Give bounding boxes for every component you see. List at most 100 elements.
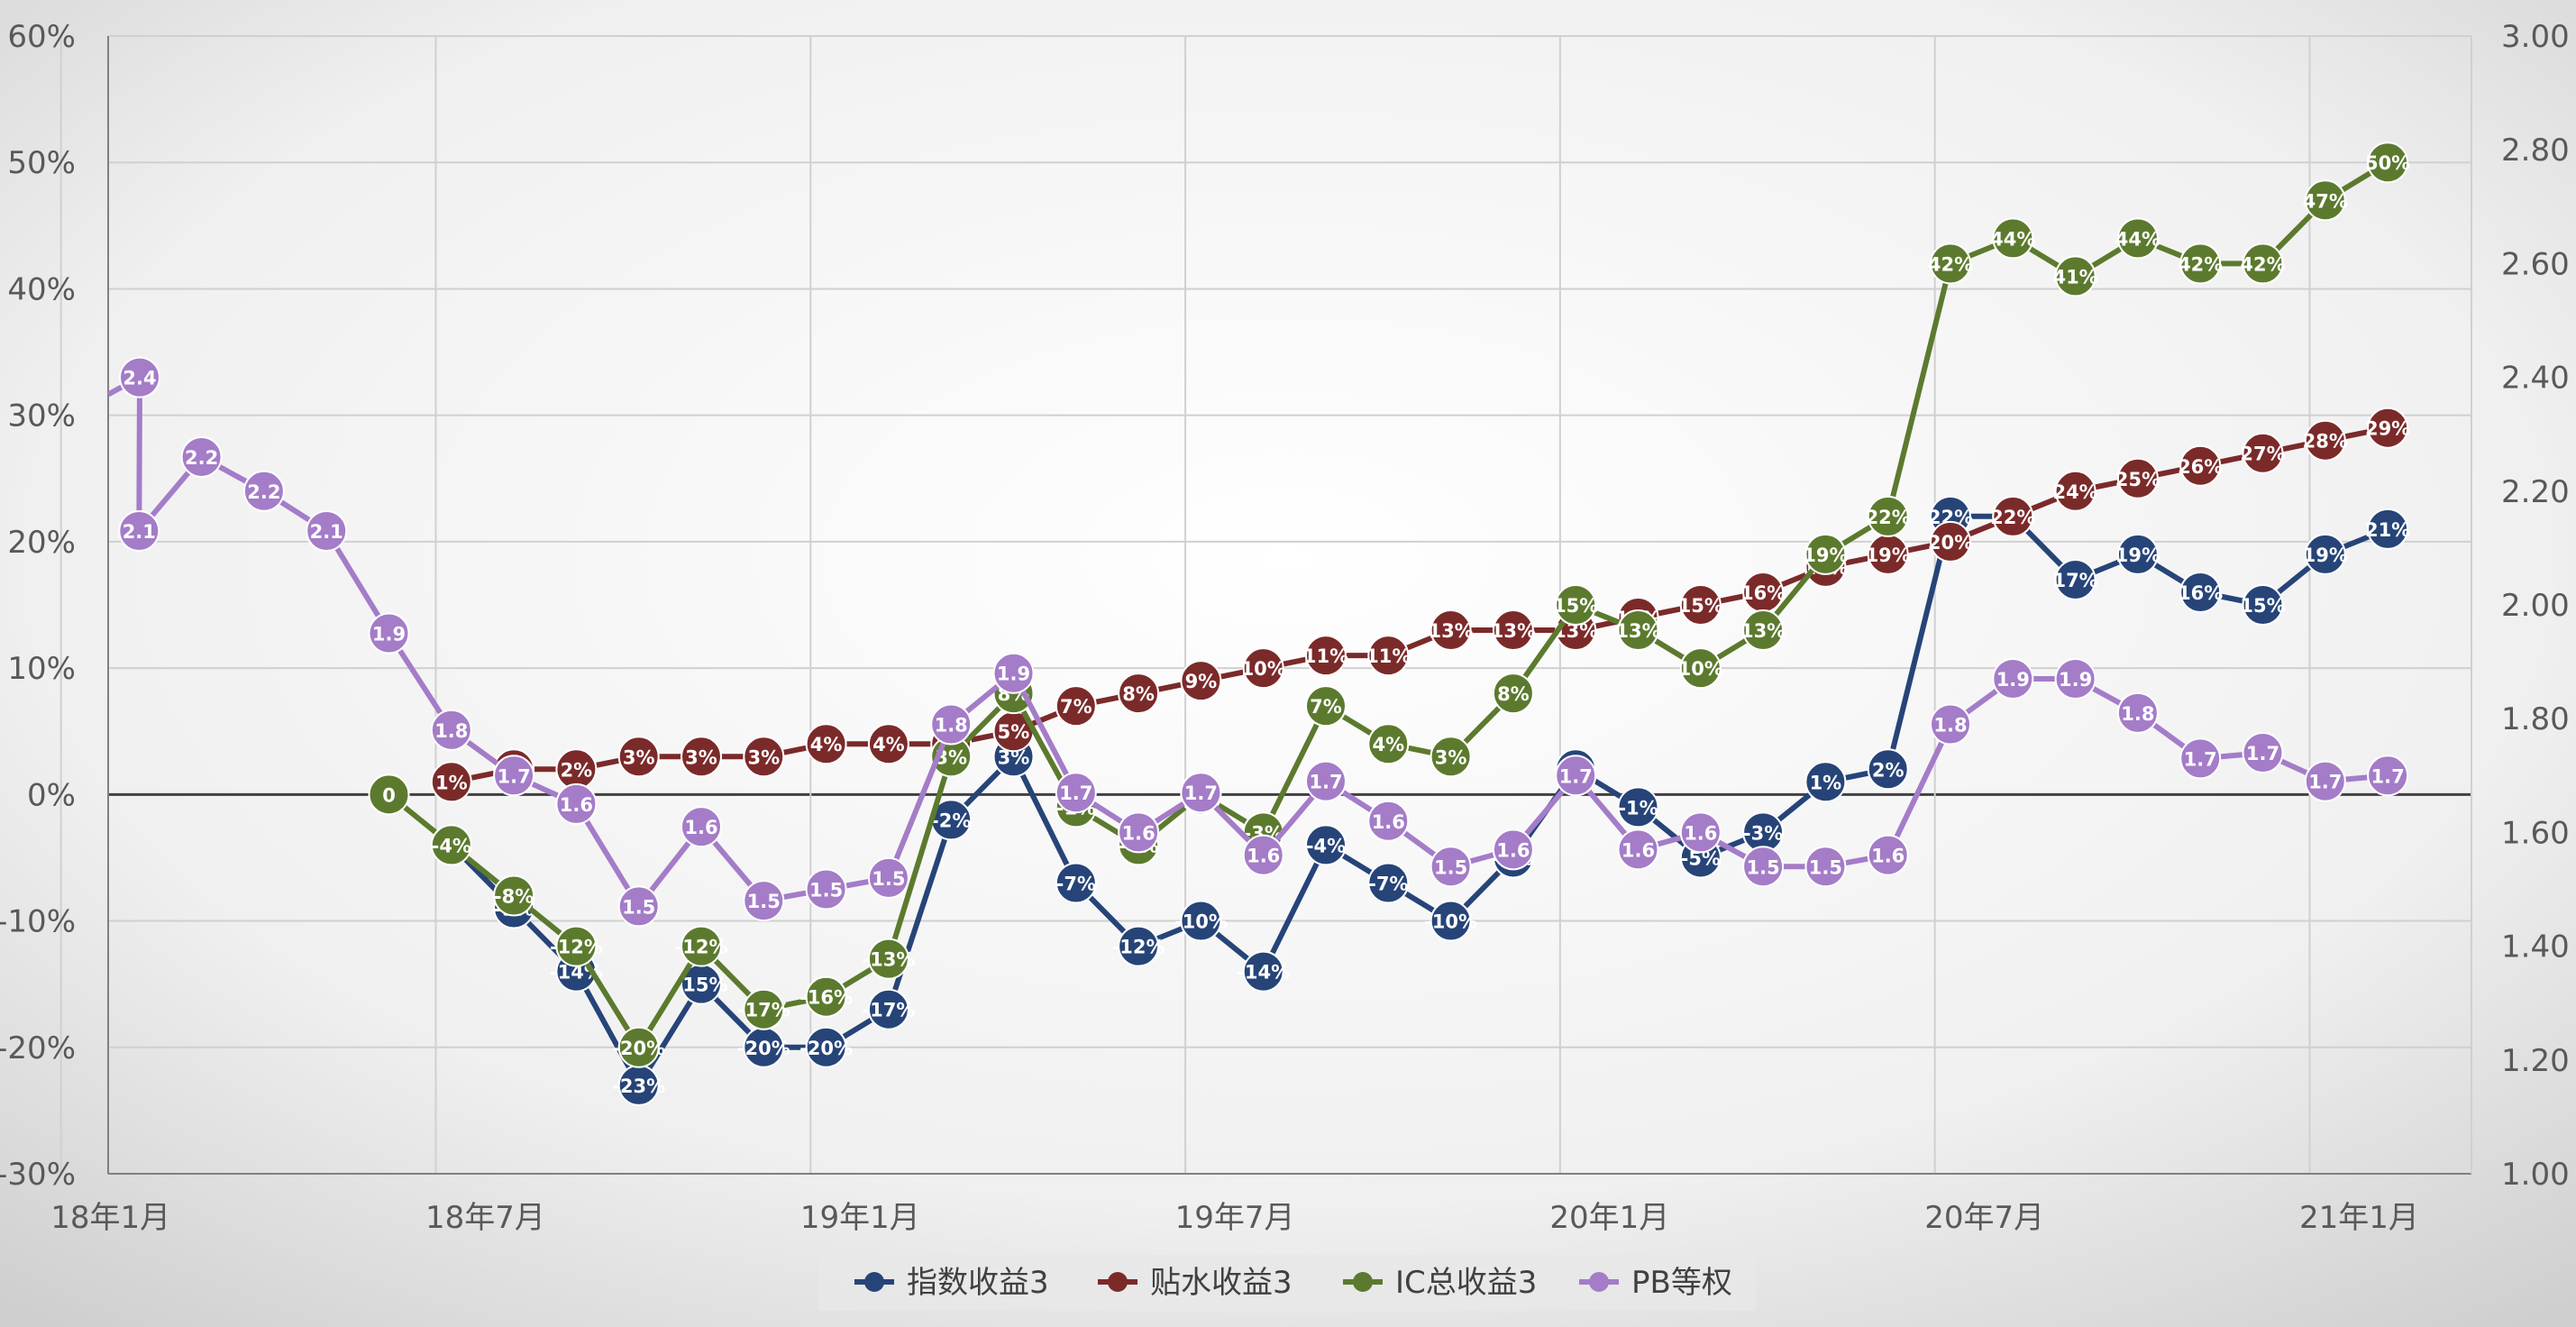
- data-point: [1242, 647, 1284, 690]
- data-label: 1%: [435, 772, 468, 793]
- data-point: [2179, 243, 2222, 285]
- data-label: 17%: [2052, 570, 2097, 591]
- data-point: [1430, 609, 1472, 652]
- data-point: [1804, 846, 1847, 888]
- data-point: [617, 1026, 660, 1068]
- data-label: 1.7: [2370, 765, 2404, 787]
- data-point: [867, 938, 909, 980]
- data-point: [1305, 635, 1347, 677]
- data-point: [1555, 755, 1597, 797]
- data-point: [2116, 217, 2159, 260]
- data-point: [1367, 635, 1410, 677]
- data-point: [681, 925, 722, 967]
- data-label: -17%: [862, 1000, 915, 1021]
- data-point: [1804, 533, 1847, 575]
- left-tick-label: -20%: [0, 1030, 76, 1066]
- data-point: [1804, 761, 1847, 803]
- legend-entry: 贴水收益3: [1098, 1265, 1293, 1301]
- legend-swatch-marker: [1108, 1272, 1128, 1292]
- data-label: 13%: [1428, 620, 1473, 642]
- data-point: [2054, 470, 2096, 512]
- left-tick-label: -10%: [0, 904, 76, 940]
- series-4: 2.4 2.1 2.2 2.2 2.1 1.9 1.8 1.7 1.6 1.5 1.6 1.5 1.5 1…: [106, 356, 2409, 928]
- data-label: 24%: [2052, 481, 2097, 503]
- data-label: 13%: [1615, 620, 1660, 642]
- legend-entry: PB等权: [1579, 1265, 1732, 1301]
- data-point: [555, 925, 598, 967]
- data-point: [1430, 900, 1472, 942]
- data-point: [992, 652, 1035, 694]
- right-tick-label: 1.40: [2501, 929, 2570, 966]
- data-label: 13%: [1491, 620, 1536, 642]
- left-tick-label: 20%: [7, 525, 76, 561]
- data-label: 1.6: [1684, 822, 1717, 844]
- data-label: 2%: [1872, 759, 1905, 781]
- data-label: 11%: [1366, 645, 1411, 667]
- data-point: [2179, 737, 2222, 780]
- data-point: [2054, 558, 2096, 600]
- data-label: -20%: [612, 1038, 665, 1059]
- data-point: [1992, 495, 2034, 537]
- data-point: [430, 824, 472, 866]
- data-point: [430, 761, 472, 803]
- data-label: 42%: [1928, 253, 1973, 275]
- data-point: [1930, 703, 1971, 746]
- x-tick-label: 21年1月: [2299, 1200, 2419, 1236]
- data-label: 2.4: [123, 368, 156, 389]
- data-label: 3%: [1435, 746, 1467, 768]
- data-label: -17%: [737, 1000, 790, 1021]
- data-label: 1.5: [1434, 856, 1467, 878]
- data-point: [180, 435, 223, 478]
- data-label: 1.9: [2059, 669, 2092, 691]
- right-tick-label: 2.40: [2501, 361, 2570, 397]
- data-point: [493, 755, 535, 797]
- data-label: 44%: [1990, 228, 2035, 250]
- data-label: -7%: [1368, 873, 1408, 894]
- data-label: 16%: [1740, 582, 1786, 604]
- data-point: [1367, 800, 1410, 842]
- data-label: 3%: [623, 746, 655, 768]
- data-point: [2116, 691, 2159, 734]
- data-point: [242, 470, 285, 512]
- data-label: 3%: [747, 746, 780, 768]
- data-label: -13%: [862, 949, 915, 971]
- x-tick-label: 18年1月: [50, 1200, 170, 1236]
- data-point: [1055, 685, 1097, 728]
- data-point: [1242, 834, 1284, 876]
- data-label: -16%: [799, 987, 853, 1009]
- data-label: 44%: [2115, 228, 2160, 250]
- data-label: 1.7: [2184, 748, 2217, 770]
- data-point: [2304, 179, 2346, 222]
- data-label: 1.6: [684, 817, 717, 838]
- data-point: [867, 988, 909, 1030]
- data-point: [493, 874, 535, 917]
- data-label: 1.7: [1559, 765, 1593, 787]
- data-point: [1617, 828, 1659, 871]
- data-label: 26%: [2178, 456, 2223, 478]
- left-tick-label: 40%: [7, 271, 76, 307]
- x-tick-label: 19年7月: [1175, 1200, 1295, 1236]
- data-label: 15%: [1553, 595, 1598, 617]
- data-point: [1679, 584, 1722, 626]
- data-label: 15%: [2240, 595, 2285, 617]
- data-point: [118, 509, 160, 552]
- data-point: [119, 356, 160, 398]
- data-label: 50%: [2365, 152, 2410, 174]
- data-point: [617, 736, 660, 778]
- data-point: [1992, 658, 2034, 700]
- data-label: 9%: [1185, 671, 1218, 692]
- data-point: [306, 509, 348, 552]
- data-label: 13%: [1740, 620, 1786, 642]
- data-point: [555, 782, 598, 825]
- data-label: 1.5: [872, 868, 905, 890]
- data-label: 29%: [2365, 418, 2410, 440]
- data-point: [1180, 772, 1222, 814]
- data-point: [2367, 755, 2409, 797]
- data-label: 41%: [2052, 266, 2097, 288]
- data-label: 1.7: [1184, 782, 1218, 804]
- data-label: 19%: [2303, 545, 2348, 566]
- data-point: [2179, 444, 2222, 487]
- x-tick-label: 20年7月: [1924, 1200, 2044, 1236]
- left-tick-label: 10%: [7, 651, 76, 687]
